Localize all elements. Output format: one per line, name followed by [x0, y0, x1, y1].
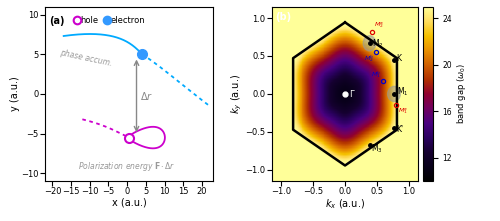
- Text: M$_1$: M$_1$: [396, 85, 408, 98]
- Text: M$_1^a$: M$_1^a$: [398, 106, 407, 116]
- Text: (b): (b): [275, 12, 291, 22]
- Text: M$_2^b$: M$_2^b$: [364, 53, 374, 64]
- Text: phase accum.: phase accum.: [59, 48, 113, 68]
- Circle shape: [388, 86, 400, 101]
- Y-axis label: band gap ($\omega_0$): band gap ($\omega_0$): [455, 63, 468, 124]
- Text: M$_1^b$: M$_1^b$: [370, 69, 380, 80]
- Text: hole: hole: [80, 16, 98, 25]
- Text: M$_2^a$: M$_2^a$: [374, 21, 384, 30]
- Text: (a): (a): [48, 16, 64, 26]
- Circle shape: [363, 36, 376, 51]
- X-axis label: $k_x$ (a.u.): $k_x$ (a.u.): [325, 198, 365, 211]
- Text: $\Delta r$: $\Delta r$: [140, 90, 153, 102]
- Text: electron: electron: [110, 16, 145, 25]
- Y-axis label: y (a.u.): y (a.u.): [10, 76, 20, 111]
- Text: M$_2$: M$_2$: [372, 38, 384, 50]
- Text: K': K': [396, 126, 403, 134]
- Text: M$_3$: M$_3$: [372, 142, 383, 154]
- Text: $\Gamma$: $\Gamma$: [349, 88, 356, 99]
- Y-axis label: $k_y$ (a.u.): $k_y$ (a.u.): [230, 74, 244, 114]
- Text: K: K: [396, 54, 401, 63]
- Text: Polarization energy $\mathbf{F}\cdot\Delta r$: Polarization energy $\mathbf{F}\cdot\Del…: [78, 160, 176, 173]
- X-axis label: x (a.u.): x (a.u.): [112, 198, 146, 208]
